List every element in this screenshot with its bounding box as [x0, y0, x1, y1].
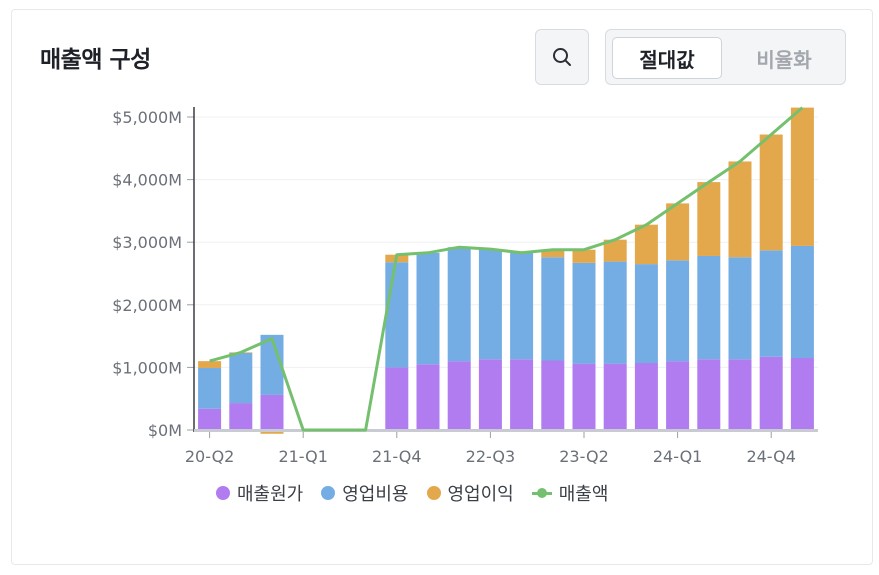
y-tick-label: $5,000M	[112, 108, 182, 127]
legend-label: 매출원가	[237, 484, 304, 505]
bar-segment	[572, 363, 596, 430]
bar-segment	[510, 252, 534, 360]
y-tick-label: $2,000M	[112, 296, 182, 315]
bar-segment	[416, 364, 440, 430]
bar-segment	[603, 239, 627, 262]
x-tick-label: 20-Q2	[185, 447, 235, 466]
bar-segment	[229, 403, 253, 430]
bar-segment	[385, 367, 409, 430]
bar-segment	[666, 203, 690, 261]
bar-segment	[697, 359, 721, 430]
x-tick-label: 24-Q4	[746, 447, 796, 466]
x-axis-baseline	[194, 429, 818, 432]
legend-item[interactable]: 영업비용	[321, 480, 409, 506]
bar-segment	[447, 361, 471, 430]
bar-segment	[759, 250, 783, 357]
bar-segment	[572, 262, 596, 364]
y-tick-label: $4,000M	[112, 171, 182, 190]
bar-segment	[634, 264, 658, 364]
bar-segment	[229, 353, 253, 404]
bar-segment	[728, 161, 752, 258]
bar-segment	[790, 358, 814, 430]
bar-segment	[634, 363, 658, 430]
bar-segment	[603, 363, 627, 430]
chart-legend: 매출원가 영업비용 영업이익 매출액	[216, 480, 626, 506]
bar-segment	[666, 260, 690, 362]
x-tick-label: 24-Q1	[653, 447, 703, 466]
bar-segment	[478, 359, 502, 430]
bar-segment	[541, 257, 565, 361]
bar-segment	[260, 394, 284, 430]
bar-segment	[790, 107, 814, 246]
bar-segment	[697, 255, 721, 360]
absolute-value-button[interactable]: 절대값	[612, 37, 722, 79]
legend-item[interactable]: 매출원가	[216, 480, 303, 506]
revenue-line	[209, 106, 804, 432]
x-tick-label: 21-Q1	[278, 447, 328, 466]
legend-dot-marker	[321, 486, 336, 500]
card-title: 매출액 구성	[40, 47, 151, 73]
x-tick-label: 23-Q2	[559, 447, 609, 466]
bar-segment	[541, 249, 565, 258]
bar-segment	[728, 257, 752, 360]
bar-segment	[198, 368, 222, 409]
bar-segment	[666, 361, 690, 430]
legend-dot-marker	[216, 486, 230, 500]
legend-item[interactable]: 영업이익	[426, 480, 514, 506]
bar-segment	[447, 247, 471, 362]
bar-segment	[510, 359, 534, 430]
bar-segment	[759, 356, 783, 430]
ratio-button[interactable]: 비율화	[756, 47, 812, 72]
y-tick-label: $3,000M	[112, 233, 182, 252]
y-tick-label: $0M	[148, 421, 182, 440]
legend-label: 영업비용	[342, 484, 409, 505]
bar-segment	[697, 182, 721, 256]
bar-segment	[198, 361, 222, 369]
legend-line-marker	[531, 486, 552, 500]
x-tick-label: 22-Q3	[466, 447, 516, 466]
bar-segment	[478, 249, 502, 360]
y-tick-label: $1,000M	[112, 358, 182, 377]
x-tick-label: 21-Q4	[372, 447, 422, 466]
bar-segment	[603, 261, 627, 364]
bar-segment	[416, 252, 440, 365]
bar-segment	[728, 359, 752, 430]
bar-segment	[198, 408, 222, 430]
bar-segment	[572, 249, 596, 263]
bar-segment	[634, 224, 658, 265]
legend-item[interactable]: 매출액	[531, 480, 609, 506]
bar-segment	[759, 134, 783, 251]
legend-label: 영업이익	[447, 484, 514, 505]
bar-segment	[260, 334, 284, 395]
search-button[interactable]	[535, 29, 589, 85]
bar-segment	[541, 360, 565, 430]
legend-label: 매출액	[558, 484, 609, 505]
bar-segment	[790, 245, 814, 359]
bar-segment	[385, 262, 409, 368]
search-icon	[553, 48, 571, 66]
legend-dot-marker	[426, 486, 441, 500]
view-mode-toggle: 절대값 비율화	[605, 29, 846, 85]
